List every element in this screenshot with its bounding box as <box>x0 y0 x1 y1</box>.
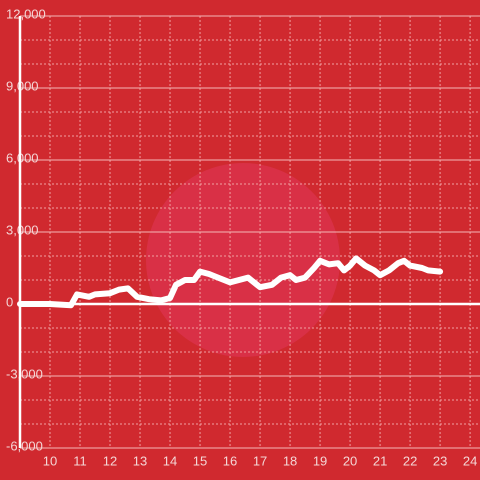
x-tick-label: 11 <box>73 453 87 468</box>
x-tick-label: 22 <box>403 453 417 468</box>
y-tick-label: 6,000 <box>6 150 39 165</box>
x-tick-label: 18 <box>283 453 297 468</box>
y-tick-label: -3,000 <box>6 366 43 381</box>
y-tick-label: 9,000 <box>6 78 39 93</box>
y-tick-label: 0 <box>6 294 13 309</box>
x-tick-label: 24 <box>463 453 477 468</box>
x-tick-label: 16 <box>223 453 237 468</box>
watermark <box>146 163 340 357</box>
data-line <box>17 255 444 309</box>
y-tick-label: -6,000 <box>6 438 43 453</box>
x-tick-label: 10 <box>43 453 57 468</box>
x-tick-label: 13 <box>133 453 147 468</box>
y-tick-label: 12,000 <box>6 6 46 21</box>
y-tick-label: 3,000 <box>6 222 39 237</box>
x-tick-label: 19 <box>313 453 327 468</box>
x-tick-label: 17 <box>253 453 267 468</box>
x-tick-label: 14 <box>163 453 177 468</box>
x-tick-label: 23 <box>433 453 447 468</box>
x-tick-label: 15 <box>193 453 207 468</box>
x-tick-label: 12 <box>103 453 117 468</box>
x-tick-label: 20 <box>343 453 357 468</box>
x-tick-label: 21 <box>373 453 387 468</box>
